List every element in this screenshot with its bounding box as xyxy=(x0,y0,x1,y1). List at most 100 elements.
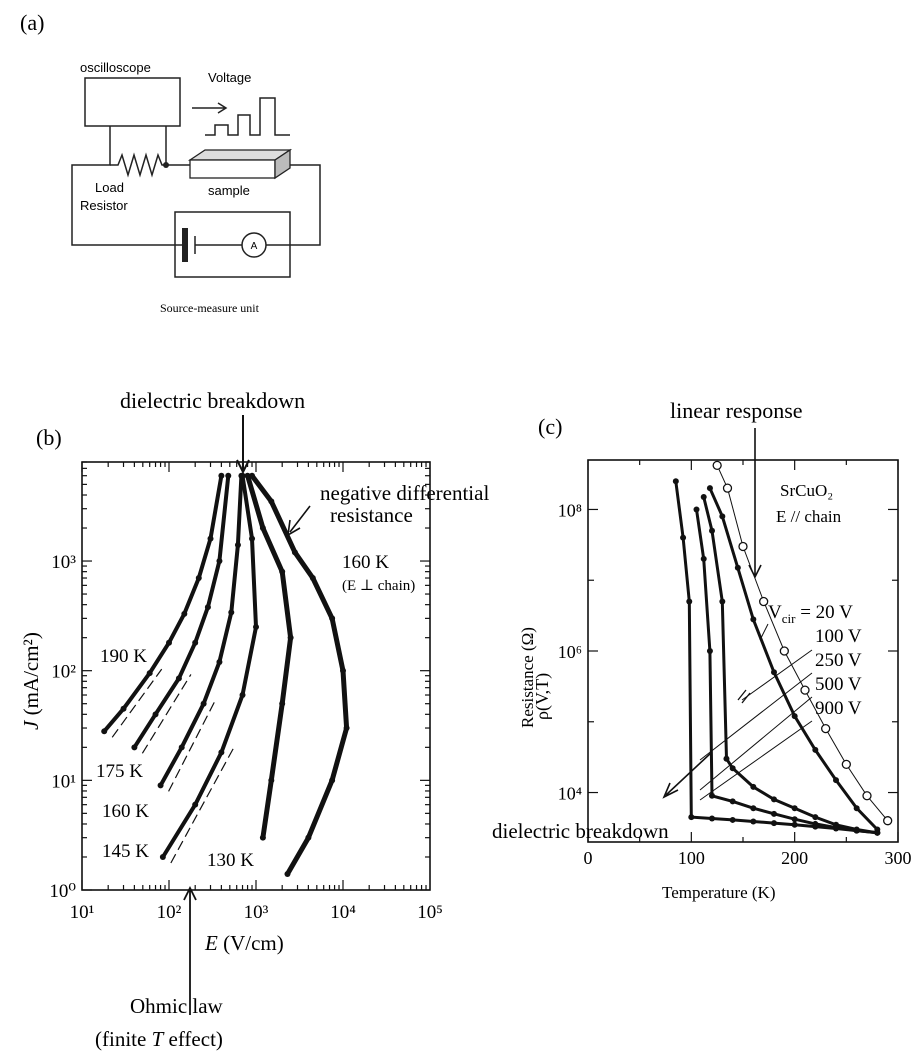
material-label: SrCuO₂ xyxy=(780,481,833,500)
c-x-tick-label: 100 xyxy=(678,848,705,868)
b-point xyxy=(268,777,275,784)
sample-side xyxy=(274,148,291,180)
vcir-label: Vcir = 20 V xyxy=(768,602,853,626)
b-x-tick-label: 10³ xyxy=(244,902,269,923)
c-open-point xyxy=(738,541,748,552)
panel-a-circuit: (a) oscilloscope Voltage Load Resistor s… xyxy=(20,10,321,315)
oscilloscope-label: oscilloscope xyxy=(80,60,151,75)
b-point xyxy=(228,609,235,616)
c-point xyxy=(700,555,707,562)
c-x-tick-label: 200 xyxy=(781,848,808,868)
b-point xyxy=(181,610,188,617)
panel-b-chart: (b) dielectric breakdown negative differ… xyxy=(19,388,489,1051)
series-label-190k: 190 K xyxy=(100,646,147,667)
b-ohmic-fit-line xyxy=(170,748,234,864)
panel-c-chart: (c) linear response SrCuO₂ E // chain 0 1… xyxy=(492,398,912,902)
temp-note: 160 K xyxy=(342,552,389,573)
c-point xyxy=(791,821,798,828)
b-point xyxy=(234,542,241,549)
c-point xyxy=(812,746,819,753)
voltage-arrow-icon xyxy=(192,102,228,114)
c-point xyxy=(750,616,757,623)
c-point xyxy=(833,825,839,832)
panel-c-ticks xyxy=(587,460,899,842)
ohmic-label-line1: Ohmic law xyxy=(130,994,224,1018)
panel-c-xlabel: Temperature (K) xyxy=(662,883,776,902)
sample-label: sample xyxy=(208,183,250,198)
panel-b-breakdown-label: dielectric breakdown xyxy=(120,388,305,413)
c-point xyxy=(812,823,819,830)
b-point xyxy=(284,870,291,877)
b-point xyxy=(152,711,159,718)
b-point xyxy=(279,568,286,575)
b-point xyxy=(225,472,232,479)
series-label-130k: 130 K xyxy=(207,850,254,871)
c-open-point xyxy=(862,791,872,801)
c-point xyxy=(750,783,757,790)
ammeter-label: A xyxy=(251,241,258,252)
c-point xyxy=(709,792,715,799)
b-series-line-0 xyxy=(102,475,224,733)
battery-icon xyxy=(175,228,290,262)
c-point xyxy=(771,796,777,803)
b-point xyxy=(131,744,138,751)
c-point xyxy=(719,598,726,605)
b-y-tick-label: 10³ xyxy=(51,552,76,573)
c-point xyxy=(853,827,860,834)
panel-c-tick-labels: 0 100 200 300 10⁴ 10⁶ 10⁸ xyxy=(558,500,912,868)
c-point xyxy=(791,816,798,823)
c-point xyxy=(771,820,777,827)
b-point xyxy=(329,615,336,622)
b-point xyxy=(340,667,346,674)
b-x-tick-label: 10⁴ xyxy=(330,902,356,923)
c-point xyxy=(874,829,881,836)
battery-plate xyxy=(182,228,188,262)
b-point xyxy=(279,700,286,707)
b-point xyxy=(216,558,223,565)
c-point xyxy=(672,478,679,485)
panel-b-series xyxy=(101,472,350,877)
b-x-tick-label: 10¹ xyxy=(70,902,95,923)
b-ohmic-fit-line xyxy=(141,674,192,754)
oscilloscope-box xyxy=(84,77,181,127)
c-point xyxy=(791,713,798,720)
b-point xyxy=(216,659,223,666)
b-point xyxy=(253,624,259,631)
b-point xyxy=(159,853,166,860)
c-point xyxy=(706,485,713,492)
b-point xyxy=(178,744,185,751)
panel-b-ylabel: J (mA/cm²) xyxy=(19,632,43,730)
panel-a-label: (a) xyxy=(20,10,44,35)
resistor-label: Resistor xyxy=(80,198,128,213)
direction-label: E // chain xyxy=(776,507,842,526)
ndr-arrow-icon xyxy=(286,505,311,537)
c-point xyxy=(771,669,777,676)
series-label-160k: 160 K xyxy=(102,801,149,822)
b-point xyxy=(101,728,108,735)
c-point xyxy=(700,494,707,501)
wire-right xyxy=(290,164,321,246)
panel-b-ticks xyxy=(81,461,430,891)
voltage-leader-lines xyxy=(699,623,813,801)
load-resistor-symbol xyxy=(110,152,190,178)
b-point xyxy=(239,692,246,699)
c-point xyxy=(729,816,736,823)
voltage-pulse-train xyxy=(205,97,290,136)
c-point xyxy=(709,527,715,534)
smu-label: Source-measure unit xyxy=(160,301,260,315)
b-point xyxy=(309,575,316,582)
c-point xyxy=(833,777,839,784)
b-series-line-3 xyxy=(161,475,258,859)
sample-top xyxy=(187,149,293,161)
panel-c-ylabel-top: ρ(V,T) xyxy=(532,673,553,720)
ohmic-arrow-icon xyxy=(183,885,197,1015)
c-open-point xyxy=(759,596,769,607)
b-point xyxy=(249,535,256,542)
ohmic-label-line2: (finite T effect) xyxy=(95,1027,223,1051)
c-point xyxy=(706,648,713,654)
b-y-tick-label: 10¹ xyxy=(51,771,76,792)
c-y-tick-label: 10⁴ xyxy=(558,784,582,804)
b-point xyxy=(259,525,266,532)
